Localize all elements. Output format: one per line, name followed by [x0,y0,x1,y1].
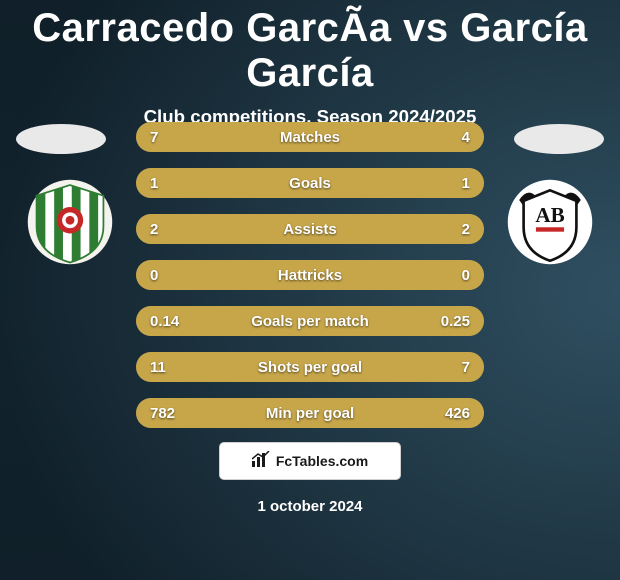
stat-value-left: 11 [136,352,180,382]
stat-value-right: 426 [431,398,484,428]
fctables-logo-text: FcTables.com [276,453,368,469]
stat-value-right: 2 [448,214,484,244]
stat-bar-assists: Assists2 2 [136,214,484,244]
footer-date: 1 october 2024 [0,498,620,515]
stat-value-right: 0.25 [427,306,484,336]
stat-bar-goals-per-match: Goals per match0.140.25 [136,306,484,336]
stat-label: Hattricks [136,260,484,290]
club-crest-left [26,178,114,266]
stat-value-right: 0 [448,260,484,290]
albacete-crest-icon: AB [506,178,594,266]
stat-label: Shots per goal [136,352,484,382]
stat-bar-min-per-goal: Min per goal782426 [136,398,484,428]
stat-bar-goals: Goals1 1 [136,168,484,198]
stat-value-right: 7 [448,352,484,382]
stat-label: Matches [136,122,484,152]
stat-value-left: 1 [136,168,172,198]
stat-bar-hattricks: Hattricks0 0 [136,260,484,290]
stat-bar-matches: Matches7 4 [136,122,484,152]
fctables-logo: FcTables.com [219,442,401,480]
stat-label: Assists [136,214,484,244]
stat-value-left: 0 [136,260,172,290]
stat-bar-shots-per-goal: Shots per goal11 7 [136,352,484,382]
club-crest-right: AB [506,178,594,266]
stat-value-left: 2 [136,214,172,244]
player-ellipse-right [514,124,604,154]
stat-value-right: 1 [448,168,484,198]
stat-value-left: 782 [136,398,189,428]
stat-value-left: 0.14 [136,306,193,336]
chart-icon [252,451,270,472]
stats-bars: Matches74Goals11Assists22Hattricks00Goal… [136,122,484,444]
stat-value-right: 4 [448,122,484,152]
svg-text:AB: AB [535,203,564,227]
page-title: Carracedo GarcÃ­a vs García García [0,0,620,96]
stat-value-left: 7 [136,122,172,152]
cordoba-crest-icon [26,178,114,266]
player-ellipse-left [16,124,106,154]
stat-label: Goals [136,168,484,198]
